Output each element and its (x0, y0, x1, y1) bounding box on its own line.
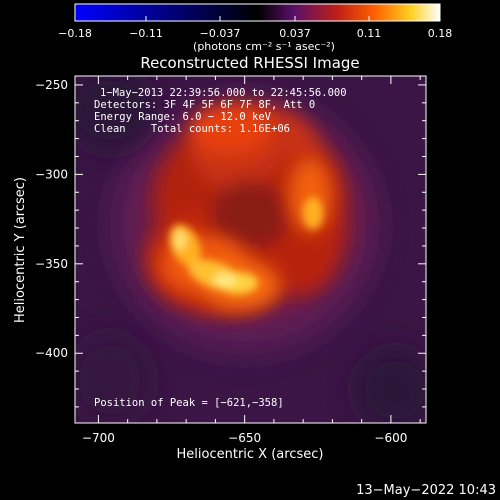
colorbar-ticks: −0.18 −0.11 −0.037 0.037 0.11 0.18 (58, 16, 452, 40)
colorbar-tick-label: −0.037 (200, 27, 241, 40)
x-tick-label: −650 (228, 431, 261, 445)
y-tick-label: −250 (35, 78, 68, 92)
colorbar-tick-label: 0.11 (357, 27, 382, 40)
colorbar-gradient (74, 3, 441, 22)
colorbar-tick-label: −0.11 (129, 27, 163, 40)
y-tick-label: −300 (35, 167, 68, 181)
annotation-block: 1−May−2013 22:39:56.000 to 22:45:56.000 … (94, 87, 347, 135)
annotation-time-range: 1−May−2013 22:39:56.000 to 22:45:56.000 (100, 87, 347, 99)
y-tick-label: −400 (35, 346, 68, 360)
x-axis-label: Heliocentric X (arcsec) (177, 447, 324, 462)
colorbar: −0.18 −0.11 −0.037 0.037 0.11 0.18 (photons c… (58, 3, 452, 53)
colorbar-tick-label: 0.037 (279, 27, 311, 40)
annotation-detectors: Detectors: 3F 4F 5F 6F 7F 8F, Att 0 (94, 99, 315, 111)
colorbar-units: (photons cm⁻² s⁻¹ asec⁻²) (193, 40, 335, 53)
annotation-counts: Clean Total counts: 1.16E+06 (94, 123, 290, 135)
x-tick-label: −700 (82, 431, 115, 445)
chart-title: Reconstructed RHESSI Image (140, 54, 359, 72)
heatmap-image (75, 76, 426, 423)
peak-position-text: Position of Peak = [−621,−358] (94, 397, 284, 409)
plot-frame (74, 75, 427, 424)
annotation-energy-range: Energy Range: 6.0 − 12.0 keV (94, 111, 272, 123)
y-axis-label: Heliocentric Y (arcsec) (13, 177, 28, 323)
x-tick-label: −600 (374, 431, 407, 445)
colorbar-tick-label: 0.18 (428, 27, 453, 40)
axis-ticks: −700−650−600−550−250−300−350−400 (35, 76, 426, 445)
footer-timestamp: 13−May−2022 10:43 (356, 483, 496, 498)
colorbar-tick-label: −0.18 (58, 27, 92, 40)
y-tick-label: −350 (35, 257, 68, 271)
